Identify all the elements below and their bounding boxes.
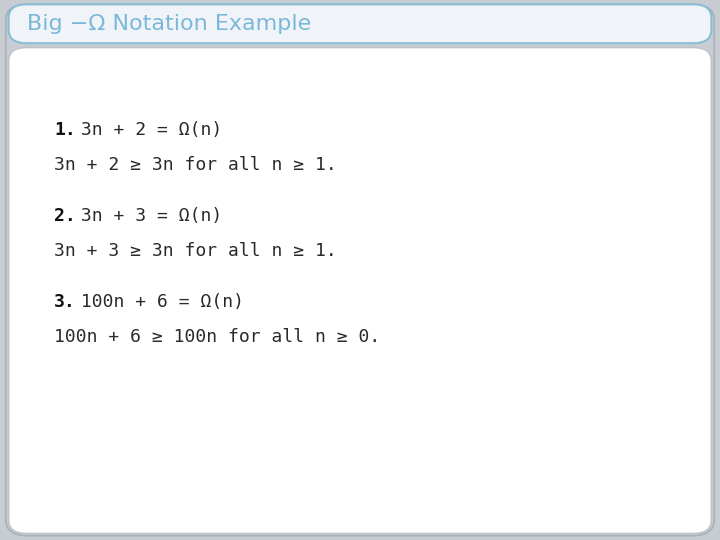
FancyBboxPatch shape (9, 4, 711, 43)
FancyBboxPatch shape (6, 4, 714, 536)
Text: 3n + 2 ≥ 3n for all n ≥ 1.: 3n + 2 ≥ 3n for all n ≥ 1. (54, 156, 337, 174)
Text: 3n + 3 = Ω(n): 3n + 3 = Ω(n) (70, 207, 222, 225)
Text: 3.: 3. (54, 293, 76, 312)
Text: 100n + 6 ≥ 100n for all n ≥ 0.: 100n + 6 ≥ 100n for all n ≥ 0. (54, 328, 380, 347)
Text: Big −Ω Notation Example: Big −Ω Notation Example (27, 14, 312, 34)
Text: 2.: 2. (54, 207, 76, 225)
Text: 100n + 6 = Ω(n): 100n + 6 = Ω(n) (70, 293, 244, 312)
Text: 3n + 3 ≥ 3n for all n ≥ 1.: 3n + 3 ≥ 3n for all n ≥ 1. (54, 242, 337, 260)
Text: 3n + 2 = Ω(n): 3n + 2 = Ω(n) (70, 120, 222, 139)
Text: 1.: 1. (54, 120, 76, 139)
FancyBboxPatch shape (9, 48, 711, 534)
